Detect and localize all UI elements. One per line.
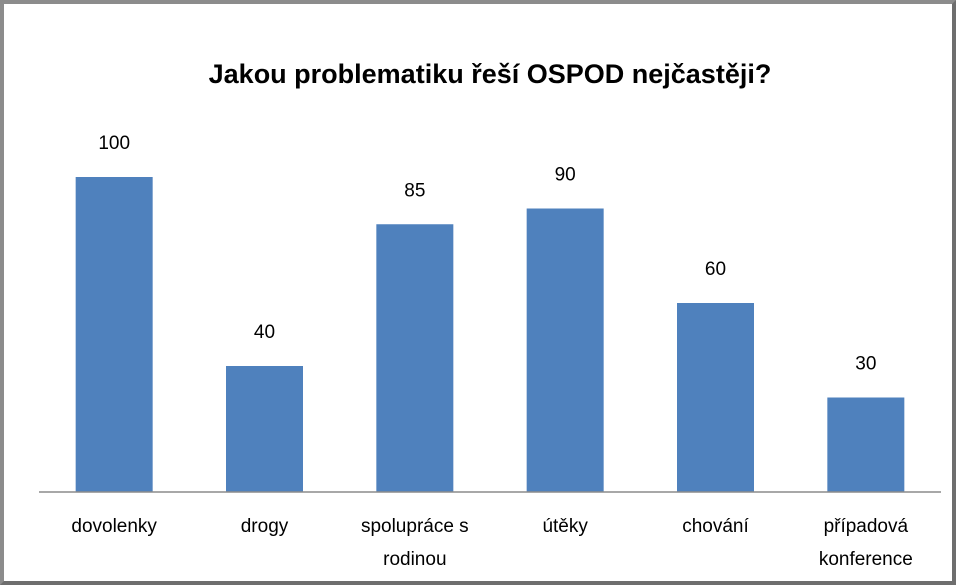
data-label: 30	[855, 354, 876, 375]
x-tick-label: případová konference	[818, 516, 913, 570]
x-tick-label: chování	[682, 516, 749, 537]
x-tick-label: spolupráce s rodinou	[360, 516, 469, 570]
x-tick-label: dovolenky	[71, 516, 157, 537]
data-label: 40	[254, 322, 275, 343]
bar	[827, 397, 905, 492]
bar	[75, 177, 153, 492]
bar	[226, 366, 303, 492]
data-label: 60	[705, 259, 726, 280]
bar	[376, 224, 454, 492]
x-tick-label: drogy	[240, 516, 289, 537]
chart-title: Jakou problematiku řeší OSPOD nejčastěji…	[209, 59, 772, 89]
bar	[526, 208, 604, 492]
data-label: 85	[404, 180, 425, 201]
data-label: 100	[98, 133, 130, 154]
bar	[677, 303, 754, 492]
x-tick-label: útěky	[542, 516, 588, 537]
data-label: 90	[555, 165, 576, 186]
